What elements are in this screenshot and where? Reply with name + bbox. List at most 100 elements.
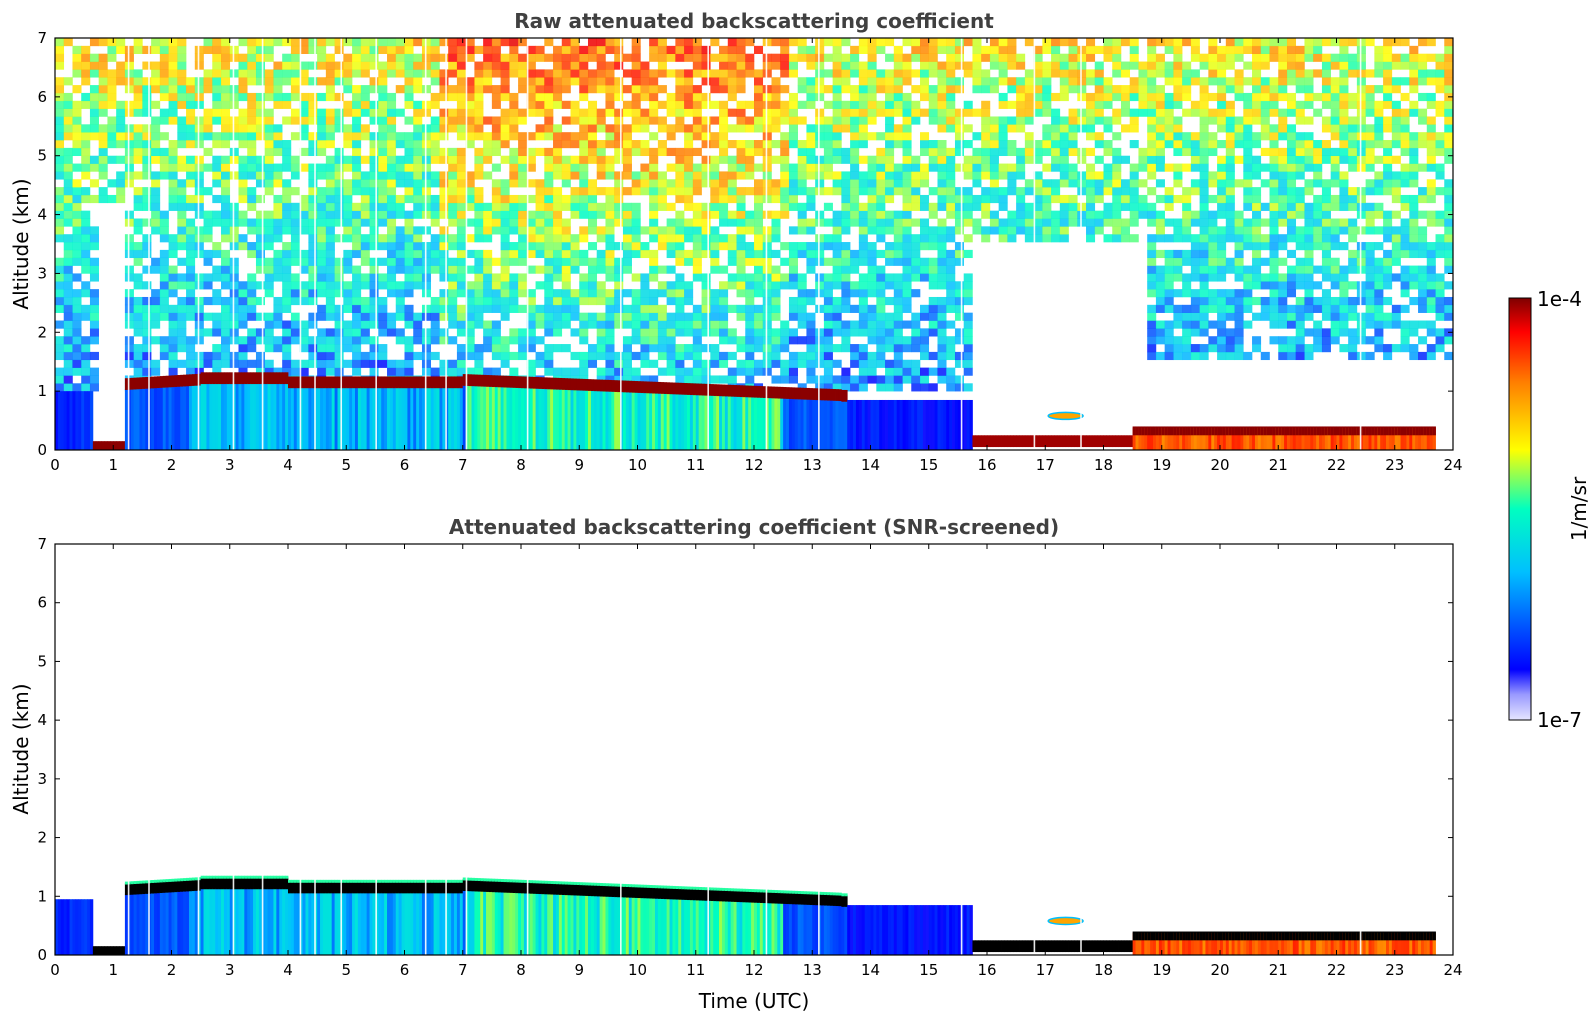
noise-cell [1129, 92, 1139, 102]
noise-cell [1086, 116, 1096, 125]
noise-cell [570, 242, 580, 251]
noise-cell [954, 351, 964, 361]
noise-cell [221, 249, 231, 259]
noise-cell [1208, 116, 1218, 125]
noise-cell [212, 100, 222, 109]
noise-cell [640, 375, 650, 384]
noise-cell [159, 218, 169, 227]
noise-cell [81, 140, 91, 149]
noise-cell [841, 69, 851, 78]
noise-cell [1286, 281, 1297, 290]
noise-cell [937, 92, 947, 102]
noise-cell [684, 281, 694, 290]
noise-cell [605, 155, 615, 164]
noise-cell [413, 61, 423, 70]
noise-cell [404, 273, 414, 282]
noise-cell [1304, 45, 1314, 54]
noise-cell [168, 45, 178, 54]
noise-cell [317, 163, 327, 172]
noise-cell [1059, 132, 1069, 141]
noise-cell [587, 273, 598, 282]
noise-cell [1112, 194, 1122, 204]
noise-cell [255, 367, 265, 376]
noise-cell [343, 304, 353, 313]
noise-cell [622, 210, 632, 219]
noise-cell [421, 202, 432, 211]
noise-cell [684, 249, 694, 259]
noise-cell [1339, 45, 1349, 54]
noise-cell [334, 194, 344, 204]
noise-cell [1147, 328, 1157, 337]
noise-cell [911, 234, 921, 243]
noise-cell [1103, 171, 1113, 180]
noise-cell [404, 234, 414, 243]
noise-cell [369, 234, 379, 243]
noise-cell [850, 351, 860, 361]
noise-cell [1374, 116, 1384, 125]
noise-cell [771, 53, 781, 62]
noise-cell [736, 304, 746, 313]
noise-cell [911, 257, 921, 266]
noise-cell [378, 296, 388, 306]
noise-cell [282, 163, 292, 172]
noise-cell [850, 155, 860, 164]
noise-cell [1033, 85, 1043, 94]
noise-cell [1243, 187, 1253, 196]
noise-cell [1007, 234, 1017, 243]
noise-cell [1321, 147, 1331, 157]
noise-cell [186, 202, 196, 211]
noise-cell [1190, 289, 1200, 298]
noise-cell [1278, 92, 1288, 102]
noise-cell [334, 61, 344, 70]
noise-cell [1348, 281, 1358, 290]
noise-cell [902, 187, 912, 196]
noise-cell [387, 100, 397, 109]
noise-cell [1094, 92, 1104, 102]
noise-cell [579, 45, 589, 54]
noise-cell [1356, 336, 1366, 345]
noise-cell [238, 312, 248, 321]
noise-cell [1374, 202, 1384, 211]
noise-cell [727, 124, 737, 133]
noise-cell [1269, 289, 1279, 298]
noise-cell [937, 85, 947, 94]
noise-cell [1330, 179, 1340, 188]
noise-cell [858, 45, 868, 54]
noise-cell [1120, 202, 1131, 211]
noise-cell [1313, 336, 1323, 345]
noise-cell [1356, 92, 1366, 102]
noise-cell [221, 257, 231, 266]
noise-cell [622, 218, 632, 227]
noise-cell [81, 61, 91, 70]
noise-cell [142, 77, 152, 86]
noise-cell [89, 124, 99, 133]
noise-cell [1313, 265, 1323, 274]
noise-cell [1234, 210, 1244, 219]
noise-cell [928, 100, 938, 109]
noise-cell [1033, 108, 1043, 117]
noise-cell [1007, 61, 1017, 70]
noise-cell [526, 242, 536, 251]
noise-cell [631, 218, 641, 227]
noise-cell [255, 116, 265, 125]
noise-cell [325, 132, 335, 141]
noise-cell [719, 281, 729, 290]
noise-cell [369, 108, 379, 117]
noise-cell [1016, 116, 1026, 125]
noise-cell [1365, 132, 1375, 141]
noise-cell [1400, 234, 1410, 243]
noise-cell [1068, 77, 1078, 86]
noise-cell [1286, 344, 1297, 353]
noise-cell [553, 147, 563, 157]
noise-cell [1400, 171, 1410, 180]
noise-cell [1295, 265, 1305, 274]
noise-cell [762, 265, 772, 274]
noise-cell [229, 336, 239, 345]
noise-cell [850, 328, 860, 337]
noise-cell [509, 53, 519, 62]
noise-cell [369, 359, 379, 368]
noise-cell [946, 171, 956, 180]
noise-cell [1068, 194, 1078, 204]
noise-cell [631, 100, 641, 109]
noise-cell [413, 187, 423, 196]
